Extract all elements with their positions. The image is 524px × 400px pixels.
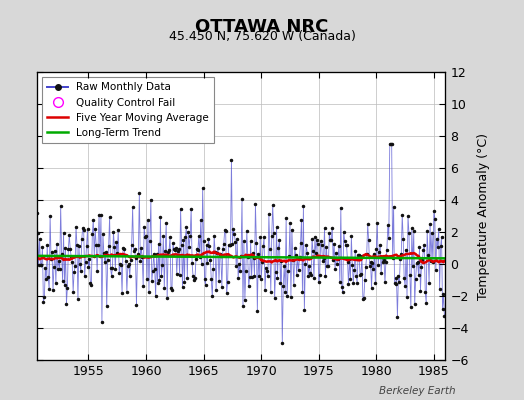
Text: OTTAWA NRC: OTTAWA NRC bbox=[195, 18, 329, 36]
Text: Berkeley Earth: Berkeley Earth bbox=[379, 386, 456, 396]
Text: 45.450 N, 75.620 W (Canada): 45.450 N, 75.620 W (Canada) bbox=[169, 30, 355, 43]
Y-axis label: Temperature Anomaly (°C): Temperature Anomaly (°C) bbox=[477, 132, 490, 300]
Legend: Raw Monthly Data, Quality Control Fail, Five Year Moving Average, Long-Term Tren: Raw Monthly Data, Quality Control Fail, … bbox=[42, 77, 214, 143]
